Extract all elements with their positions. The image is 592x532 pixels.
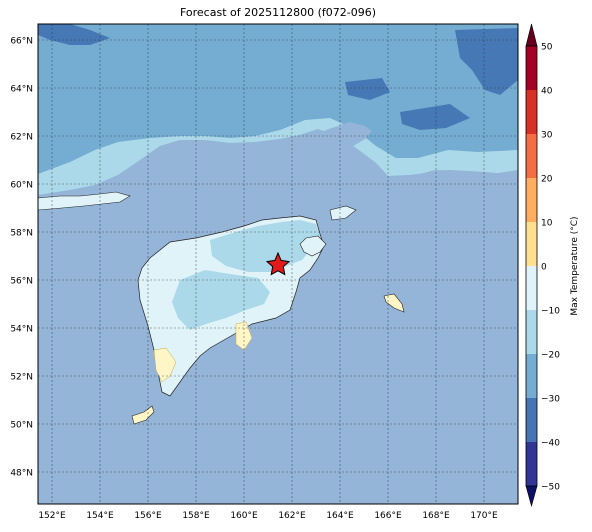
colorbar-label: Max Temperature (°C): [570, 216, 580, 315]
colorbar-ticks: 50 40 30 20 10 0 −10 −20 −30 −40 −50: [541, 43, 560, 493]
colorbar-tick-0: 0: [541, 263, 547, 273]
commander-islands-north: [299, 235, 327, 257]
longitude-labels: 152°E 154°E 156°E 158°E 160°E 162°E 164°…: [38, 511, 498, 521]
lat-label-62: 62°N: [10, 133, 33, 143]
bering-island: [383, 293, 405, 313]
colorbar-tick-minus40: −40: [541, 439, 560, 449]
lon-label-152: 152°E: [38, 511, 66, 521]
colorbar-seg-30-40: [526, 90, 537, 134]
colorbar: 50 40 30 20 10 0 −10 −20 −30 −40 −50 Max…: [525, 23, 580, 508]
north-deep-cold-patch-right: [400, 104, 470, 130]
colorbar-tick-40: 40: [541, 87, 553, 97]
colorbar-seg-minus20-minus10: [526, 310, 537, 354]
lon-label-156: 156°E: [134, 511, 162, 521]
lat-label-50: 50°N: [10, 421, 33, 431]
lat-label-58: 58°N: [10, 229, 33, 239]
lat-label-56: 56°N: [10, 277, 33, 287]
lat-label-66: 66°N: [10, 37, 33, 47]
kamchatka-cold-core-south: [172, 270, 270, 330]
lon-label-166: 166°E: [374, 511, 402, 521]
north-deep-cold-patch-east: [455, 28, 518, 95]
lon-label-162: 162°E: [278, 511, 306, 521]
colorbar-seg-minus50-minus40: [526, 442, 537, 486]
colorbar-seg-minus10-0: [526, 266, 537, 310]
shantar-coast-strip: [38, 191, 131, 211]
colorbar-seg-minus40-minus30: [526, 398, 537, 442]
lon-label-158: 158°E: [182, 511, 210, 521]
north-deep-cold-patch-center: [345, 78, 390, 100]
map-area: [38, 24, 518, 504]
lat-label-52: 52°N: [10, 373, 33, 383]
colorbar-tick-10: 10: [541, 219, 553, 229]
colorbar-tick-30: 30: [541, 131, 553, 141]
map-frame: [37, 23, 519, 505]
colorbar-tick-minus10: −10: [541, 307, 560, 317]
colorbar-extend-top: [525, 23, 538, 47]
lon-label-170: 170°E: [470, 511, 498, 521]
lon-label-164: 164°E: [326, 511, 354, 521]
colorbar-tick-minus50: −50: [541, 483, 560, 493]
coastal-cold-band: [38, 118, 518, 195]
lat-label-64: 64°N: [10, 85, 33, 95]
northern-cold-field: [38, 24, 518, 195]
lon-label-168: 168°E: [422, 511, 450, 521]
colorbar-tick-20: 20: [541, 175, 553, 185]
map-title: Forecast of 2025112800 (f072-096): [179, 6, 377, 19]
colorbar-seg-10-20: [526, 178, 537, 222]
colorbar-seg-0-10: [526, 222, 537, 266]
colorbar-tick-50: 50: [541, 43, 553, 53]
forecast-location-star-icon: [265, 251, 291, 276]
okhotsk-sea-region: [38, 122, 518, 248]
colorbar-frame: [525, 45, 538, 487]
lon-label-154: 154°E: [86, 511, 114, 521]
lon-label-160: 160°E: [230, 511, 258, 521]
colorbar-tick-minus20: −20: [541, 351, 560, 361]
colorbar-seg-40-50: [526, 46, 537, 90]
lat-label-60: 60°N: [10, 181, 33, 191]
colorbar-seg-20-30: [526, 134, 537, 178]
latitude-labels: 66°N 64°N 62°N 60°N 58°N 56°N 54°N 52°N …: [10, 37, 33, 479]
colorbar-seg-minus30-minus20: [526, 354, 537, 398]
karaginsky-island: [329, 205, 357, 221]
kamchatka-cold-core-north: [210, 220, 320, 272]
lat-label-54: 54°N: [10, 325, 33, 335]
colorbar-tick-minus30: −30: [541, 395, 560, 405]
lat-label-48: 48°N: [10, 469, 33, 479]
colorbar-extend-bottom: [525, 485, 538, 508]
map-gridlines: [38, 24, 518, 504]
